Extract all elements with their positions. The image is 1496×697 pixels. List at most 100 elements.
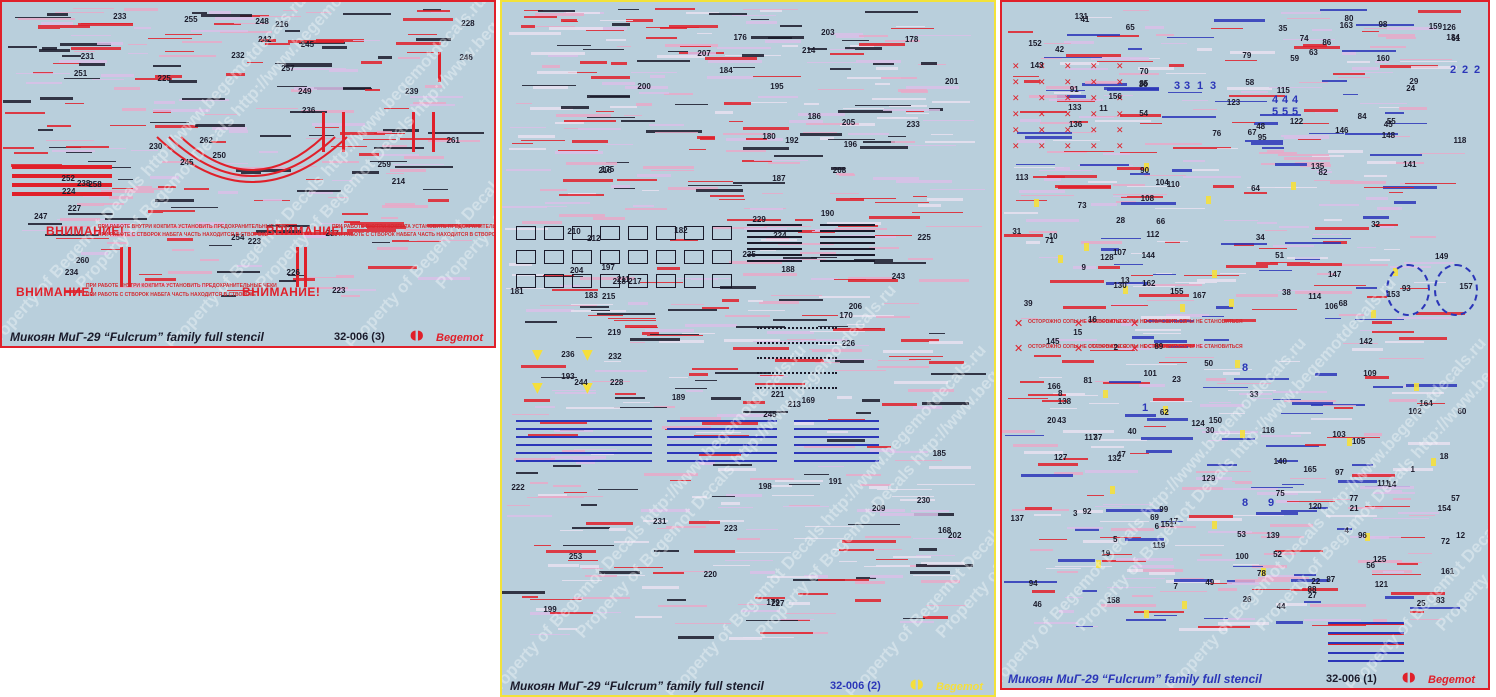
- stencil-bar: [1023, 451, 1064, 455]
- stencil-bar: [917, 484, 976, 486]
- stencil-bar: [565, 161, 618, 165]
- yellow-mark: [1211, 520, 1217, 529]
- stencil-bar: [545, 550, 596, 554]
- stencil-number: 189: [671, 393, 686, 403]
- stencil-bar: [513, 458, 556, 462]
- stencil-bar: [1065, 596, 1084, 598]
- stencil-bar: [340, 295, 360, 298]
- stencil-bar: [919, 278, 970, 282]
- stencil-bar: [906, 86, 959, 90]
- stencil-number: 244: [574, 378, 588, 388]
- stencil-number: 89: [1154, 342, 1164, 352]
- yellow-mark: [1239, 429, 1245, 438]
- stencil-bar: [523, 15, 557, 18]
- stencil-bar: [564, 492, 587, 494]
- caution-label: ОСТОРОЖНО СОПЫ НЕ СТАНОВИТЬСЯ: [1028, 344, 1127, 350]
- red-x-icon: ✕: [1064, 110, 1072, 120]
- stencil-bar: [742, 54, 765, 58]
- stencil-bar: [646, 130, 702, 134]
- stencil-number: 11: [1099, 104, 1108, 114]
- stencil-bar: [1197, 48, 1212, 52]
- blue-stripe: [667, 436, 777, 438]
- stencil-bar: [735, 325, 785, 328]
- stencil-bar: [1252, 564, 1287, 568]
- red-x-icon: ✕: [1012, 126, 1020, 136]
- stencil-bar: [723, 102, 752, 106]
- stencil-bar: [803, 103, 820, 106]
- stencil-bar: [1063, 41, 1094, 44]
- stencil-bar: [849, 197, 896, 199]
- stencil-bar: [624, 86, 668, 90]
- stencil-frame: [516, 250, 536, 264]
- stencil-bar: [1088, 181, 1117, 184]
- stencil-bar: [297, 190, 342, 193]
- stencil-bar: [707, 76, 754, 80]
- stencil-bar: [884, 303, 920, 305]
- stencil-bar: [241, 172, 261, 175]
- stencil-bar: [424, 84, 442, 88]
- arc-line: [156, 136, 348, 183]
- stencil-bar: [1232, 566, 1264, 568]
- stencil-bar: [381, 217, 398, 220]
- stencil-bar: [692, 368, 739, 371]
- stencil-bar: [204, 113, 237, 115]
- stencil-bar: [1025, 241, 1041, 245]
- stencil-bar: [1064, 150, 1115, 152]
- stencil-frame: [656, 250, 676, 264]
- stencil-bar: [905, 145, 956, 147]
- stencil-number: 29: [1409, 77, 1419, 87]
- big-digit: 1: [1197, 80, 1204, 92]
- stencil-bar: [1399, 61, 1457, 63]
- stencil-bar: [1104, 87, 1159, 91]
- stencil-number: 192: [785, 135, 799, 145]
- stencil-bar: [534, 275, 583, 277]
- stencil-number: 230: [149, 142, 163, 152]
- stencil-bar: [1346, 60, 1371, 63]
- stencil-bar: [867, 445, 891, 448]
- stencil-bar: [630, 337, 680, 341]
- stencil-bar: [65, 151, 92, 153]
- stencil-bar: [1304, 601, 1322, 604]
- stencil-bar: [1131, 595, 1153, 598]
- stencil-bar: [28, 223, 63, 226]
- stencil-bar: [1256, 511, 1299, 515]
- stencil-bar: [644, 329, 694, 333]
- stencil-bar: [1044, 42, 1071, 44]
- stencil-bar: [761, 192, 783, 194]
- stencil-number: 185: [932, 448, 946, 458]
- stencil-bar: [777, 619, 814, 621]
- stencil-bar: [1240, 91, 1269, 94]
- stencil-bar: [134, 27, 152, 30]
- stencil-bar: [613, 188, 635, 190]
- stencil-bar: [1037, 463, 1078, 467]
- stencil-bar: [818, 326, 849, 328]
- stencil-bar: [39, 49, 71, 53]
- stencil-bar: [1004, 580, 1058, 583]
- stencil-number: 223: [247, 237, 262, 247]
- stencil-bar: [1224, 319, 1256, 323]
- stencil-bar: [765, 39, 802, 43]
- stencil-number: 97: [1334, 468, 1344, 478]
- big-digit: 1: [1142, 402, 1149, 414]
- stencil-bar: [752, 75, 802, 77]
- stencil-bar: [541, 377, 578, 379]
- stencil-frame: [712, 226, 732, 240]
- stencil-number: 183: [584, 291, 598, 301]
- stencil-number: 198: [758, 482, 772, 492]
- stencil-number: 214: [802, 45, 816, 55]
- stencil-bar: [614, 407, 668, 408]
- stencil-bar: [1072, 265, 1097, 269]
- stencil-bar: [818, 89, 864, 91]
- stencil-bar: [712, 496, 735, 498]
- stencil-bar: [557, 44, 592, 46]
- stencil-bar: [929, 340, 964, 344]
- yellow-mark: [1058, 254, 1064, 263]
- stencil-bar: [1029, 94, 1067, 98]
- stencil-bar: [1203, 387, 1248, 389]
- stencil-bar: [1031, 590, 1055, 594]
- blue-stripe: [1328, 652, 1404, 654]
- stencil-number: 76: [1212, 128, 1222, 138]
- stencil-bar: [572, 139, 609, 143]
- stencil-number: 235: [742, 250, 756, 260]
- stencil-bar: [1371, 320, 1393, 324]
